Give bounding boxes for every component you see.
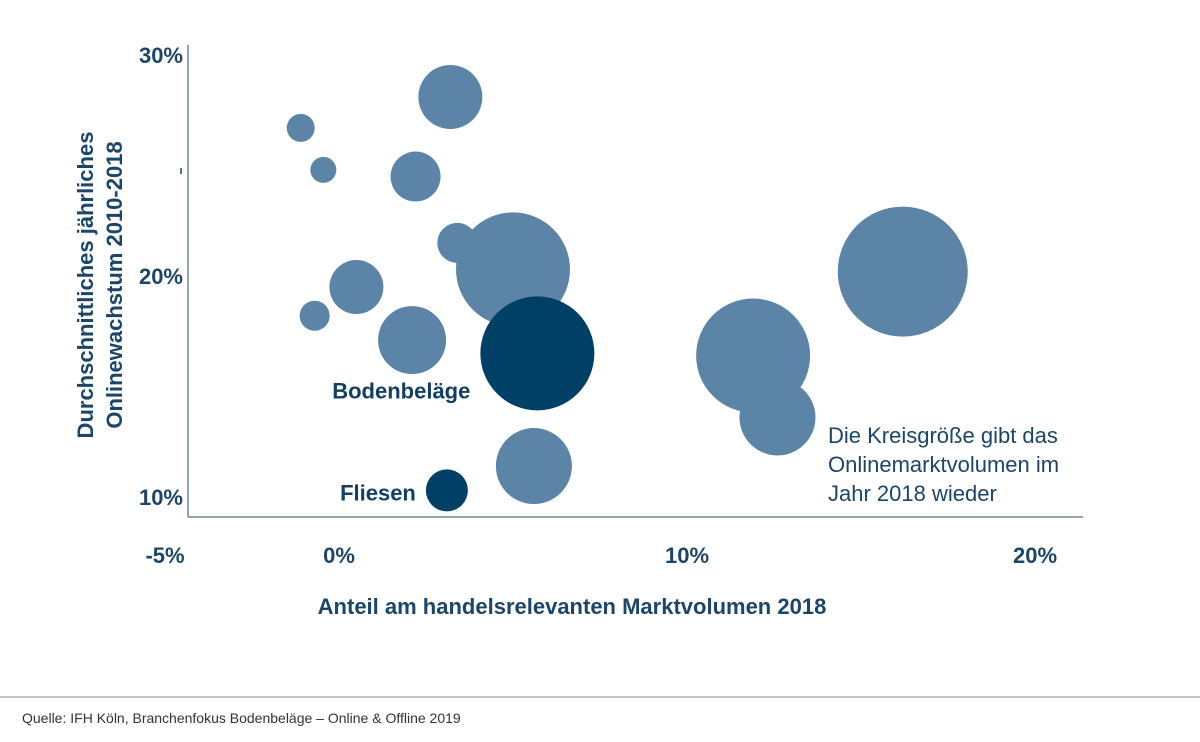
y-axis-label-line-2: Onlinewachstum 2010-2018 xyxy=(102,141,127,428)
y-tick-label: 30% xyxy=(139,43,183,68)
size-annotation: Die Kreisgröße gibt das Onlinemarktvolum… xyxy=(828,423,1059,506)
y-axis-label: Durchschnittliches jährliches Onlinewach… xyxy=(73,132,127,439)
bubbles xyxy=(286,64,968,512)
y-tick-label: 20% xyxy=(139,264,183,289)
bubble xyxy=(286,113,315,142)
bubble xyxy=(739,379,816,456)
bubble xyxy=(390,151,441,202)
x-tick-label: 20% xyxy=(1013,543,1057,568)
bubble xyxy=(310,156,337,183)
bubble-bodenbeläge xyxy=(480,296,595,411)
bubble-fliesen xyxy=(425,469,468,512)
x-tick-label: 0% xyxy=(323,543,355,568)
x-tick-labels: -5% 0% 10% 20% xyxy=(145,543,1057,568)
bubble xyxy=(378,306,447,375)
annotation-line-3: Jahr 2018 wieder xyxy=(828,481,997,506)
y-tick-label: 10% xyxy=(139,485,183,510)
bubble xyxy=(299,300,330,331)
point-label: Bodenbeläge xyxy=(332,378,470,403)
point-label: Fliesen xyxy=(340,480,416,505)
x-tick-label: -5% xyxy=(145,543,184,568)
bubble xyxy=(418,64,483,129)
bubble xyxy=(495,428,572,505)
point-labels: Bodenbeläge Fliesen xyxy=(332,378,470,505)
y-tick-labels: 30% 20% 10% xyxy=(139,43,183,510)
bubble xyxy=(837,206,968,337)
y-axis-label-line-1: Durchschnittliches jährliches xyxy=(73,132,98,439)
x-tick-label: 10% xyxy=(665,543,709,568)
bubble xyxy=(329,260,384,315)
source-note: Quelle: IFH Köln, Branchenfokus Bodenbel… xyxy=(22,710,461,726)
annotation-line-1: Die Kreisgröße gibt das xyxy=(828,423,1058,448)
x-axis-label: Anteil am handelsrelevanten Marktvolumen… xyxy=(318,594,827,619)
annotation-line-2: Onlinemarktvolumen im xyxy=(828,452,1059,477)
